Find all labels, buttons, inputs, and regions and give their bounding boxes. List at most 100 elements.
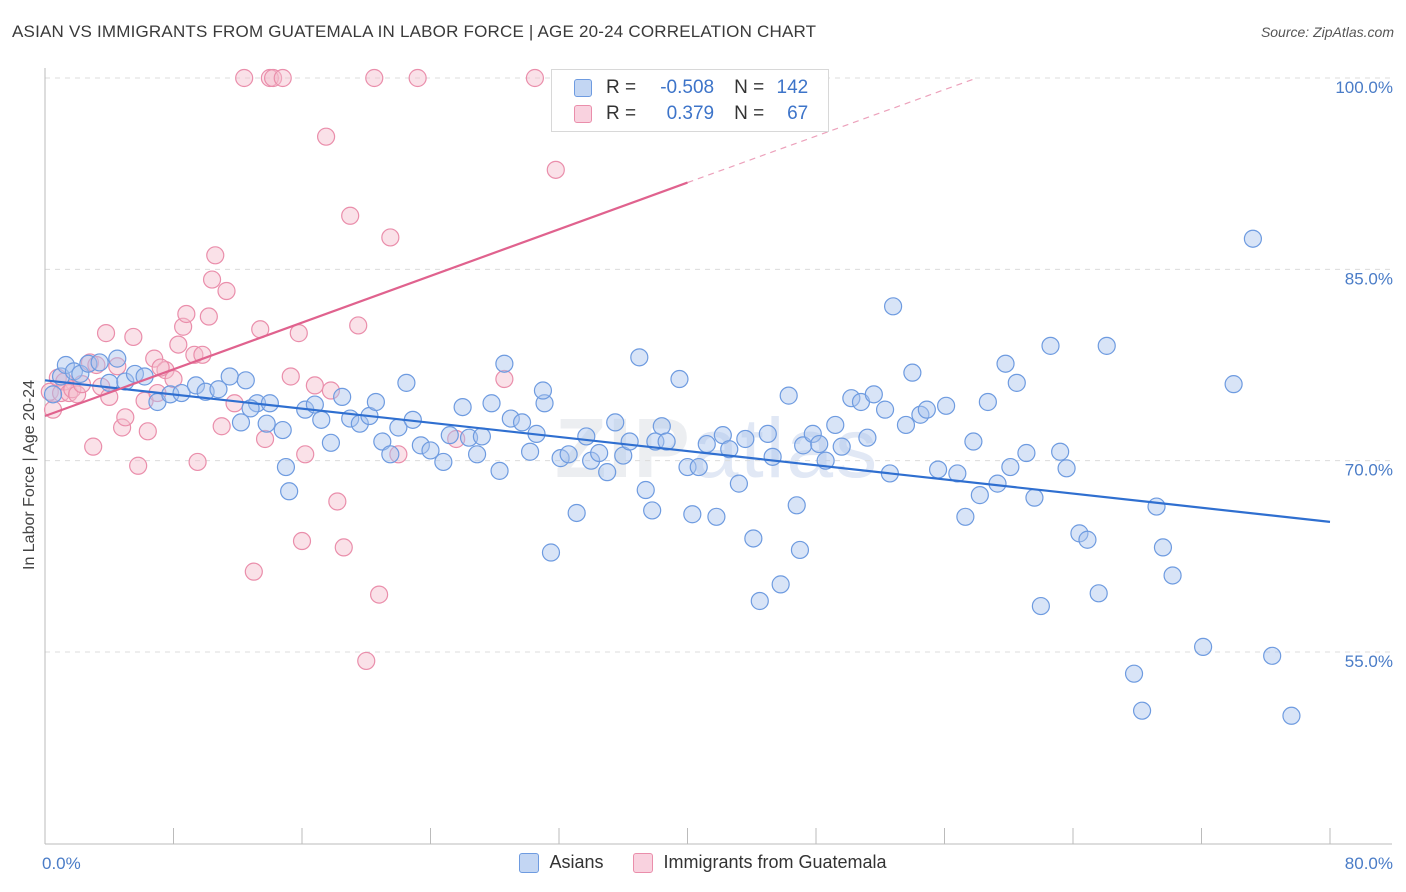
trend-lines [44,77,1331,523]
y-tick-label: 85.0% [1345,269,1393,288]
point-asians [896,415,916,435]
point-asians [541,543,561,562]
point-asians [875,400,895,419]
point-asians [1224,375,1243,394]
point-asians [236,371,255,390]
point-asians [1025,488,1044,507]
legend-label-asians: Asians [549,852,604,872]
point-asians [937,396,956,415]
legend-item-guatemala[interactable]: Immigrants from Guatemala [633,852,887,873]
point-asians [1017,443,1036,463]
point-asians [1282,706,1301,725]
trend-line-guatemala [44,181,688,418]
point-guatemala [112,418,132,437]
watermark-atlas: atlas [691,401,880,495]
series-legend: Asians Immigrants from Guatemala [0,852,1406,873]
point-asians [1194,637,1213,656]
point-guatemala [206,246,225,265]
point-guatemala [84,437,103,456]
point-asians [630,348,649,367]
point-guatemala [328,492,347,511]
point-asians [366,392,385,412]
point-asians [440,426,459,445]
point-asians [1147,497,1166,516]
legend-r-value-asians: -0.508 [660,77,715,98]
point-asians [1078,530,1097,549]
point-guatemala [305,376,324,395]
point-asians [533,381,553,400]
point-asians [90,353,109,372]
point-asians [996,354,1015,373]
point-asians [421,441,440,460]
point-asians [577,427,596,446]
point-asians [220,367,239,386]
point-guatemala [244,562,263,581]
point-guatemala [370,585,389,604]
point-asians [209,380,228,399]
point-guatemala [365,68,384,88]
point-asians [108,349,127,368]
point-guatemala [292,531,312,551]
point-guatemala [349,316,368,335]
point-asians [917,400,936,419]
y-tick-label: 100.0% [1335,78,1393,97]
point-asians [231,413,251,432]
point-asians [864,385,883,404]
point-asians [453,397,472,417]
point-asians [495,354,514,373]
point-asians [434,452,453,472]
point-asians [744,529,763,548]
point-guatemala [263,68,283,88]
point-guatemala [63,380,82,399]
point-asians [858,428,877,447]
point-guatemala [357,651,376,671]
point-asians [397,373,416,392]
point-asians [1041,336,1060,355]
legend-row-asians: R = -0.508 N = 142 [574,76,808,100]
point-asians [1263,646,1282,665]
legend-swatch-asians [574,79,592,97]
point-guatemala [289,324,308,343]
point-guatemala [273,68,292,88]
trend-line-asians [44,379,1331,523]
point-asians [312,410,331,429]
point-guatemala [124,327,143,347]
point-asians [964,432,983,451]
correlation-legend: R = -0.508 N = 142 R = 0.379 N = 67 [551,69,829,132]
point-asians [771,575,790,594]
point-asians [670,369,689,389]
legend-item-asians[interactable]: Asians [519,852,603,873]
point-guatemala [334,538,353,557]
tick-labels: 55.0% 70.0% 85.0% 100.0% 0.0% 80.0% [42,78,1393,873]
point-guatemala [199,307,218,326]
legend-swatch-guatemala [633,852,654,873]
point-asians [260,394,279,413]
point-asians [257,414,276,433]
point-asians [652,417,671,436]
point-asians [1031,596,1050,616]
point-guatemala [235,68,254,88]
legend-r-label: R = [606,103,637,124]
point-asians [729,474,749,493]
point-asians [657,432,676,451]
source-label: Source: ZipAtlas.com [1260,24,1394,40]
point-guatemala [138,422,157,441]
point-asians [720,440,739,459]
point-asians [763,447,782,466]
point-asians [970,486,989,505]
point-asians [501,409,520,428]
point-guatemala [177,304,196,324]
point-asians [381,445,400,464]
point-asians [1057,459,1076,478]
point-asians [928,460,948,479]
point-asians [842,389,861,408]
point-guatemala [145,349,164,368]
point-asians [1132,701,1152,720]
point-asians [472,427,491,446]
point-asians [697,434,716,454]
legend-n-label: N = [734,77,765,98]
point-guatemala [525,68,545,88]
point-asians [1153,538,1173,557]
point-guatemala [255,429,275,449]
legend-row-guatemala: R = 0.379 N = 67 [574,102,808,126]
